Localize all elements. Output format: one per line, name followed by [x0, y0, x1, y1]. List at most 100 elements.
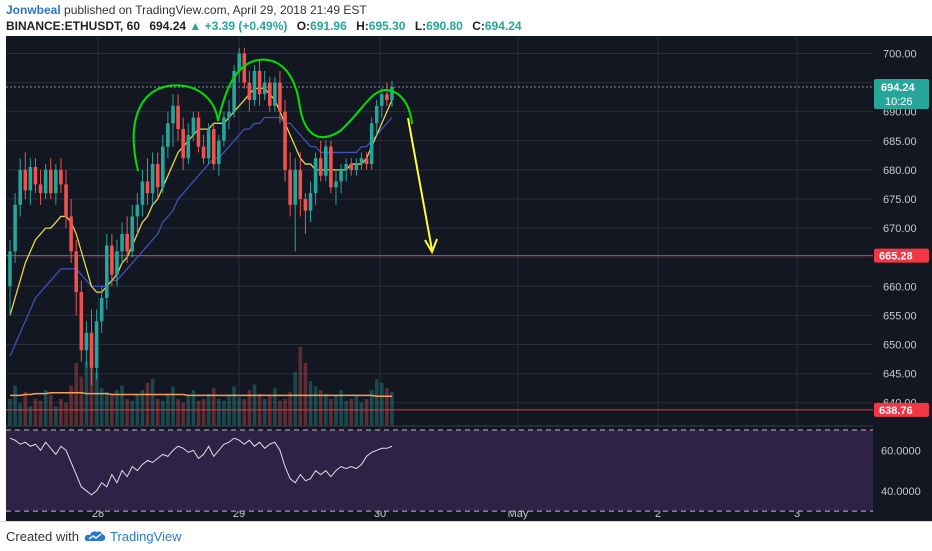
time-axis-label: 3 — [794, 508, 800, 520]
symbol-label[interactable]: BINANCE:ETHUSDT, 60 — [6, 19, 141, 33]
candle-body — [89, 332, 94, 368]
volume-bar — [74, 363, 78, 426]
open-value: 691.96 — [310, 19, 347, 33]
candle-body — [288, 169, 292, 205]
volume-bar — [186, 395, 191, 426]
close-value: 694.24 — [484, 19, 522, 33]
candle-body — [232, 70, 236, 112]
volume-bar — [237, 397, 241, 426]
volume-bar — [242, 399, 247, 426]
candle-body — [140, 181, 145, 205]
price-change: +3.39 (+0.49%) — [204, 19, 288, 33]
volume-bar — [176, 399, 180, 426]
volume-bar — [288, 391, 292, 426]
volume-bar — [222, 400, 226, 426]
price-axis-label: 645.00 — [883, 369, 917, 381]
rsi-line — [9, 437, 393, 496]
level-price-label: 638.76 — [879, 405, 913, 417]
tradingview-brand-link[interactable]: TradingView — [110, 529, 182, 544]
price-axis-label: 700.00 — [883, 48, 917, 60]
candle-body — [278, 82, 282, 112]
candle-body — [201, 146, 206, 159]
level-price-tag — [874, 402, 929, 417]
price-axis-label: 670.00 — [883, 223, 917, 235]
candle-body — [115, 251, 119, 275]
candle-body — [329, 146, 333, 188]
volume-bar — [278, 400, 282, 426]
candle-body — [262, 82, 267, 95]
candle-body — [110, 245, 114, 275]
candle-body — [334, 181, 338, 188]
volume-bar — [283, 399, 287, 426]
volume-bar — [28, 406, 33, 426]
last-price: 694.24 — [149, 19, 187, 33]
created-with-label: Created with — [6, 529, 79, 544]
volume-bar — [69, 385, 73, 426]
open-label: O: — [296, 19, 311, 33]
volume-bar — [125, 399, 129, 426]
volume-bar — [145, 382, 150, 426]
candle-body — [298, 169, 303, 199]
candle-body — [59, 169, 63, 185]
price-axis-label: 680.00 — [883, 165, 917, 177]
volume-bar — [59, 399, 63, 426]
candle-body — [99, 297, 104, 322]
price-chart[interactable]: 282930May23700.00695.00690.00685.00680.0… — [0, 36, 932, 521]
candle-body — [252, 70, 257, 101]
candle-body — [43, 169, 48, 194]
volume-bar — [354, 395, 359, 426]
time-axis-label: 2 — [655, 508, 661, 520]
volume-bar — [380, 382, 384, 426]
volume-bar — [161, 400, 165, 426]
candle-body — [242, 53, 247, 83]
candle-body — [349, 164, 354, 170]
candle-body — [54, 169, 58, 194]
candle-body — [196, 117, 201, 147]
volume-bar — [8, 399, 12, 426]
volume-bar — [196, 400, 201, 426]
candle-body — [374, 105, 379, 124]
publish-info: Jonwbeal published on TradingView.com, A… — [6, 3, 367, 17]
candle-body — [48, 169, 53, 194]
last-price-label: 694.24 — [881, 82, 916, 94]
candle-body — [79, 292, 84, 351]
volume-bar — [339, 390, 343, 426]
candle-body — [339, 169, 343, 182]
volume-bar — [38, 400, 43, 426]
rsi-axis-label: 60.0000 — [881, 445, 921, 457]
price-axis-label: 675.00 — [883, 194, 917, 206]
candle-body — [125, 233, 129, 252]
author-link[interactable]: Jonwbeal — [6, 3, 61, 17]
volume-bar — [104, 391, 109, 426]
published-text: published on TradingView.com, April 29, … — [64, 3, 367, 17]
rsi-band — [6, 430, 873, 512]
candle-body — [222, 117, 226, 141]
countdown-label: 10:26 — [885, 96, 913, 108]
volume-bar — [308, 381, 313, 426]
low-label: L: — [414, 19, 427, 33]
candle-body — [308, 193, 313, 211]
volume-bar — [262, 399, 267, 426]
last-price-tag — [874, 78, 929, 109]
volume-bar — [23, 391, 28, 426]
price-axis-label: 655.00 — [883, 310, 917, 322]
price-axis-panel — [873, 36, 932, 521]
volume-bar — [227, 395, 231, 426]
candle-body — [64, 184, 68, 217]
rsi-axis-label: 40.0000 — [881, 486, 921, 498]
volume-bar — [201, 399, 206, 426]
candle-body — [267, 82, 272, 106]
volume-bar — [150, 379, 155, 426]
candle-body — [313, 158, 318, 194]
volume-bar — [120, 385, 124, 426]
volume-bar — [115, 390, 119, 426]
candle-body — [369, 123, 374, 165]
volume-bar — [99, 388, 104, 426]
candle-body — [211, 129, 216, 165]
volume-bar — [273, 388, 277, 426]
tradingview-cloud-icon[interactable] — [84, 529, 106, 543]
candle-body — [69, 216, 73, 252]
candle-body — [13, 204, 17, 252]
candle-body — [166, 123, 170, 147]
volume-bar — [298, 346, 303, 426]
